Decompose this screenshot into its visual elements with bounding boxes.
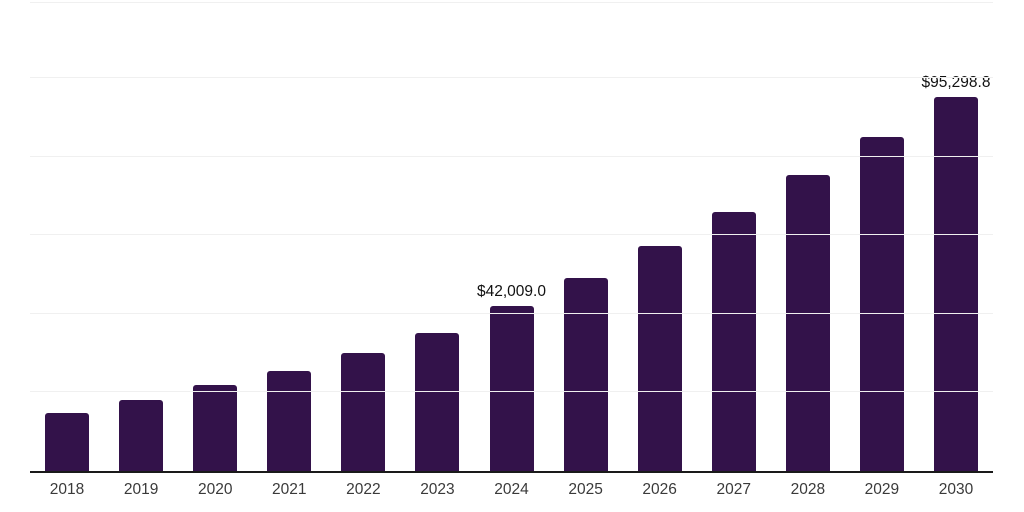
data-label-2024: $42,009.0 [477, 283, 546, 301]
gridline-20000 [30, 391, 993, 393]
x-tick-2024: 2024 [494, 481, 529, 498]
bar-slot-2024: $42,009.0 [474, 3, 548, 471]
bar-slot-2021 [252, 3, 326, 471]
x-tick-2025: 2025 [568, 481, 603, 498]
plot-area: $42,009.0 $95,298.8 [30, 2, 993, 473]
x-tick-2027: 2027 [716, 481, 751, 498]
bar-2022[interactable] [341, 352, 386, 471]
gridline-40000 [30, 312, 993, 314]
x-axis-labels: 2018 2019 2020 2021 2022 2023 2024 2025 2026 2027… [30, 481, 993, 500]
bar-slot-2019 [104, 3, 178, 471]
bar-slot-2025 [549, 3, 623, 471]
x-tick-2029: 2029 [864, 481, 900, 498]
bar-2026[interactable] [637, 245, 682, 471]
x-tick-2022: 2022 [346, 481, 381, 498]
bar-2025[interactable] [563, 277, 608, 471]
bar-slot-2026 [623, 3, 697, 471]
x-tick-2026: 2026 [642, 481, 677, 498]
bar-slot-2027 [697, 3, 771, 471]
bar-slot-2023 [400, 3, 474, 471]
bar-2024[interactable] [489, 305, 534, 471]
gridline-100000 [30, 77, 993, 79]
bar-slot-2022 [326, 3, 400, 471]
x-tick-2023: 2023 [420, 481, 455, 498]
x-tick-2028: 2028 [790, 481, 826, 498]
bar-2020[interactable] [193, 385, 238, 471]
bar-slot-2029 [845, 3, 919, 471]
bar-2027[interactable] [711, 211, 756, 471]
x-tick-2021: 2021 [272, 481, 307, 498]
data-label-2030: $95,298.8 [921, 74, 991, 92]
bar-2029[interactable] [859, 137, 904, 471]
x-tick-2030: 2030 [938, 481, 974, 498]
bar-2018[interactable] [45, 412, 90, 471]
bar-slot-2030: $95,298.8 [919, 3, 993, 471]
bar-2023[interactable] [415, 332, 460, 471]
bars: $42,009.0 $95,298.8 [30, 3, 993, 471]
bar-slot-2020 [178, 3, 252, 471]
x-tick-2020: 2020 [197, 481, 233, 498]
bar-2030[interactable] [933, 96, 978, 471]
gridline-60000 [30, 234, 993, 236]
bar-slot-2018 [30, 3, 104, 471]
bar-2019[interactable] [119, 399, 164, 471]
bar-2028[interactable] [785, 175, 830, 471]
bar-2021[interactable] [267, 370, 312, 471]
bar-slot-2028 [771, 3, 845, 471]
gridline-80000 [30, 155, 993, 157]
x-tick-2018: 2018 [49, 481, 85, 498]
x-tick-2019: 2019 [123, 481, 159, 498]
